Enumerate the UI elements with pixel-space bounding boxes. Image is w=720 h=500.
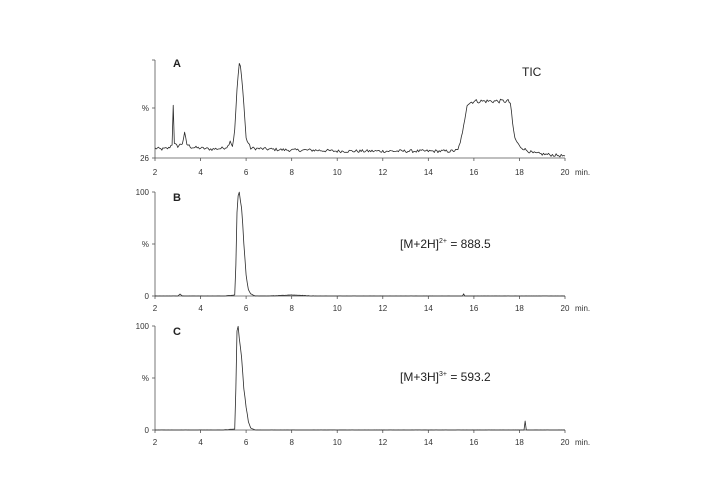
- x-tick-label: 8: [289, 438, 294, 447]
- x-tick-label: 12: [378, 304, 387, 313]
- x-tick-label: 18: [515, 168, 524, 177]
- x-tick-label: 10: [333, 168, 342, 177]
- trace-line: [155, 325, 566, 431]
- x-tick-label: 2: [153, 168, 158, 177]
- y-tick-label: %: [142, 240, 149, 249]
- panel-c: 2 4 6 8 10 12 14 16 18 20 min. 100% 0 C [M+3H]3+ = 593…: [136, 322, 590, 447]
- x-tick-label: 4: [198, 168, 203, 177]
- trace-annotation: [M+2H]2+ = 888.5: [400, 237, 491, 251]
- y-tick-label: 100: [136, 188, 150, 197]
- panel-b: 2 4 6 8 10 12 14 16 18 20 min. 100% 0 B [M+2H]2+ = 888…: [136, 188, 590, 313]
- x-unit-label: min.: [575, 304, 590, 313]
- y-tick-label: 100: [136, 322, 150, 331]
- panel-letter: B: [173, 192, 181, 204]
- x-tick-label: 10: [333, 304, 342, 313]
- panel-letter: A: [173, 58, 181, 70]
- x-tick-label: 4: [198, 304, 203, 313]
- x-tick-label: 14: [424, 438, 433, 447]
- x-unit-label: min.: [575, 168, 590, 177]
- x-tick-label: 6: [244, 168, 249, 177]
- y-tick-label: %: [142, 104, 149, 113]
- trace-annotation: [M+3H]3+ = 593.2: [400, 370, 491, 384]
- x-tick-label: 18: [515, 438, 524, 447]
- trace-annotation: TIC: [522, 65, 542, 79]
- x-tick-label: 16: [469, 438, 478, 447]
- y-tick-label: %: [142, 374, 149, 383]
- x-tick-label: 2: [153, 304, 158, 313]
- x-tick-label: 4: [198, 438, 203, 447]
- x-tick-label: 16: [469, 168, 478, 177]
- x-tick-label: 20: [561, 304, 570, 313]
- x-tick-label: 14: [424, 304, 433, 313]
- x-tick-label: 8: [289, 304, 294, 313]
- x-tick-label: 20: [561, 438, 570, 447]
- panel-letter: C: [173, 326, 181, 338]
- x-unit-label: min.: [575, 438, 590, 447]
- x-tick-label: 2: [153, 438, 158, 447]
- x-tick-label: 10: [333, 438, 342, 447]
- x-tick-label: 12: [378, 168, 387, 177]
- y-tick-label: 26: [140, 154, 149, 163]
- x-tick-label: 14: [424, 168, 433, 177]
- x-tick-label: 16: [469, 304, 478, 313]
- y-tick-label: 0: [145, 292, 150, 301]
- trace-line: [154, 191, 565, 297]
- x-tick-label: 8: [289, 168, 294, 177]
- y-tick-label: 0: [145, 426, 150, 435]
- x-tick-label: 12: [378, 438, 387, 447]
- panel-a: 2 4 6 8 10 12 14 16 18 20 min.% 26 A TIC: [140, 58, 590, 177]
- x-tick-label: 18: [515, 304, 524, 313]
- x-tick-label: 6: [244, 304, 249, 313]
- x-tick-label: 6: [244, 438, 249, 447]
- trace-line: [154, 63, 566, 158]
- x-tick-label: 20: [561, 168, 570, 177]
